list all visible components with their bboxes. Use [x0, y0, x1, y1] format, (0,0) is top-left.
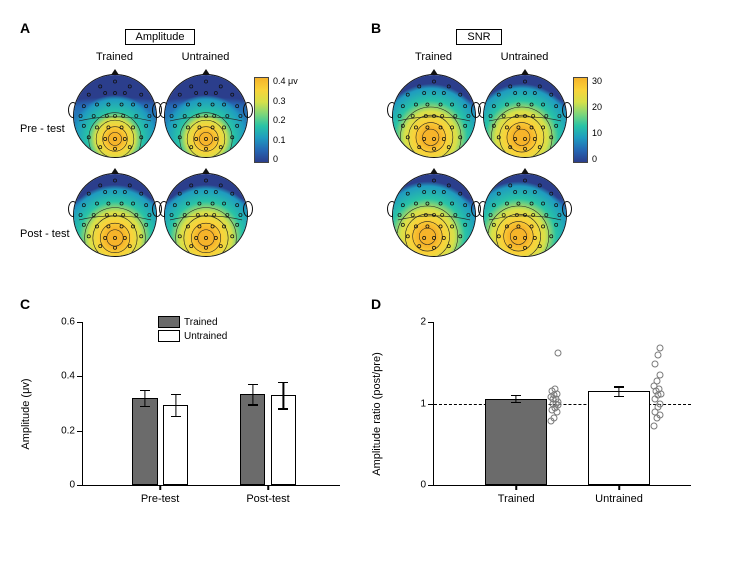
panel-a: A Pre - test Post - test Amplitude Train… [20, 20, 361, 286]
scatter-point [554, 349, 561, 356]
panel-c-plot: 00.20.40.6Pre-testPost-test [82, 322, 340, 486]
xlabel: Pre-test [141, 493, 180, 505]
panel-b-box: SNR [456, 29, 501, 45]
panel-b-grid: SNR Trained Untrained [391, 28, 567, 262]
ytick-label: 0 [396, 480, 426, 491]
panel-d: D Amplitude ratio (post/pre) 012TrainedU… [371, 296, 712, 514]
panel-d-chart: Amplitude ratio (post/pre) 012TrainedUnt… [389, 314, 699, 514]
colorbar-gradient [573, 77, 588, 163]
ytick-label: 2 [396, 317, 426, 328]
scatter-point [654, 351, 661, 358]
bar [240, 394, 266, 485]
xlabel: Untrained [595, 493, 643, 505]
panel-c-chart: Amplitude (μv) Trained Untrained 00.20.4… [38, 314, 348, 514]
panel-c-ylabel: Amplitude (μv) [20, 378, 32, 449]
scatter-point [551, 385, 558, 392]
cbar-tick: 0.4 μv [273, 76, 298, 86]
bar [485, 399, 547, 485]
panel-a-grid: Amplitude Trained Untrained [72, 28, 248, 262]
scatter-point [650, 423, 657, 430]
topo-head [483, 173, 567, 257]
panel-c-label: C [20, 296, 30, 312]
reference-line [434, 404, 691, 405]
cbar-tick: 20 [592, 102, 602, 112]
panel-b: B SNR Trained Untrained 30 20 10 0 [371, 20, 712, 286]
panel-a-topoblock: Pre - test Post - test Amplitude Trained… [20, 20, 361, 286]
colorbar-gradient [254, 77, 269, 163]
panel-b-label: B [371, 20, 381, 36]
cbar-tick: 0.1 [273, 135, 298, 145]
ytick-label: 0.2 [45, 425, 75, 436]
panel-a-box: Amplitude [125, 29, 196, 45]
xlabel: Trained [498, 493, 535, 505]
colorbar-ticks: 0.4 μv 0.3 0.2 0.1 0 [273, 76, 298, 164]
panel-a-colorbar: 0.4 μv 0.3 0.2 0.1 0 [254, 76, 298, 164]
col-label: Untrained [501, 51, 549, 63]
cbar-tick: 0 [273, 154, 298, 164]
panel-b-colorbar: 30 20 10 0 [573, 76, 602, 164]
row-label: Pre - test [20, 123, 72, 135]
ytick-label: 0.4 [45, 371, 75, 382]
col-label: Trained [96, 51, 133, 63]
panel-b-topoblock: SNR Trained Untrained 30 20 10 0 [371, 20, 712, 262]
bar [132, 398, 158, 485]
cbar-tick: 0 [592, 154, 602, 164]
topo-head [392, 173, 476, 257]
cbar-tick: 0.2 [273, 115, 298, 125]
panel-a-rowlabels: Pre - test Post - test [20, 76, 72, 286]
topo-head [164, 74, 248, 158]
topo-head [73, 173, 157, 257]
ytick-label: 0.6 [45, 317, 75, 328]
panel-d-label: D [371, 296, 381, 312]
col-label: Trained [415, 51, 452, 63]
figure: A Pre - test Post - test Amplitude Train… [20, 20, 712, 514]
topo-head [483, 74, 567, 158]
panel-c: C Amplitude (μv) Trained Untrained 00.20… [20, 296, 361, 514]
colorbar-ticks: 30 20 10 0 [592, 76, 602, 164]
bar [588, 391, 650, 485]
xlabel: Post-test [246, 493, 289, 505]
ytick-label: 1 [396, 398, 426, 409]
panel-a-label: A [20, 20, 30, 36]
topo-head [164, 173, 248, 257]
col-label: Untrained [182, 51, 230, 63]
scatter-point [651, 361, 658, 368]
cbar-tick: 10 [592, 128, 602, 138]
topo-head [392, 74, 476, 158]
scatter-point [656, 371, 663, 378]
panel-d-plot: 012TrainedUntrained [433, 322, 691, 486]
scatter-point [551, 415, 558, 422]
cbar-tick: 30 [592, 76, 602, 86]
panel-d-ylabel: Amplitude ratio (post/pre) [371, 352, 383, 476]
ytick-label: 0 [45, 480, 75, 491]
topo-head [73, 74, 157, 158]
cbar-tick: 0.3 [273, 96, 298, 106]
scatter-point [657, 345, 664, 352]
row-label: Post - test [20, 228, 72, 240]
